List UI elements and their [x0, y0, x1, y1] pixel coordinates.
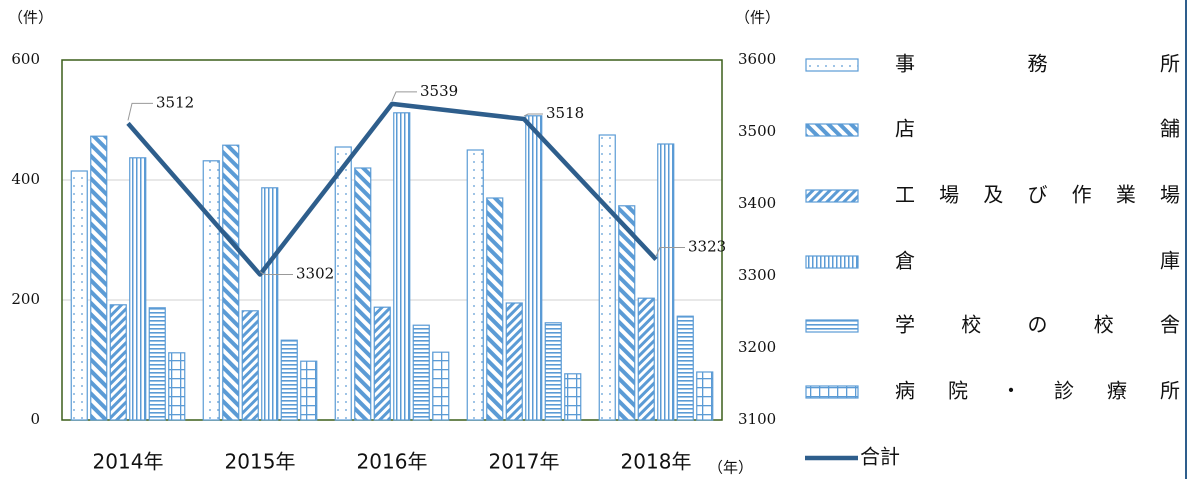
legend-label: 合計	[860, 445, 900, 469]
bar	[129, 157, 147, 421]
data-label: 3539	[420, 82, 458, 100]
bar	[412, 324, 430, 421]
x-tick-label: 2015年	[225, 450, 296, 474]
bar	[466, 149, 484, 421]
data-label: 3512	[156, 93, 194, 111]
bar	[334, 146, 352, 421]
legend-swatch	[805, 255, 859, 269]
y-axis-label: （件）	[8, 9, 53, 27]
x-tick-label: 2018年	[621, 450, 692, 474]
bar	[598, 134, 616, 421]
y2-tick-label: 3200	[738, 338, 776, 356]
y2-tick-label: 3300	[738, 266, 776, 284]
bar	[148, 307, 166, 421]
bar	[637, 297, 655, 421]
y2-tick-label: 3400	[738, 194, 776, 212]
bar	[354, 167, 372, 421]
bar	[657, 143, 675, 421]
y2-tick-label: 3100	[738, 410, 776, 428]
bar	[70, 170, 88, 421]
x-tick-label: 2017年	[489, 450, 560, 474]
legend-swatch	[805, 189, 859, 203]
bar	[202, 160, 220, 421]
bar	[222, 144, 240, 421]
legend-label: 病院・診療所	[895, 379, 1180, 403]
y-tick-label: 400	[11, 170, 40, 188]
bar	[486, 197, 504, 421]
y-tick-label: 200	[11, 290, 40, 308]
bar	[525, 115, 543, 421]
legend-label: 倉庫	[895, 249, 1180, 273]
total-line	[126, 101, 658, 277]
legend-swatch	[805, 385, 859, 399]
leader-line	[259, 271, 293, 276]
y-tick-label: 0	[30, 410, 40, 428]
legend-label: 店舗	[895, 117, 1180, 141]
bar	[300, 360, 318, 421]
x-tick-label: 2016年	[357, 450, 428, 474]
bar	[432, 351, 450, 421]
x-axis-label: （年）	[708, 459, 753, 477]
plot-frame	[61, 59, 723, 421]
data-label: 3518	[546, 104, 584, 122]
y-tick-label: 600	[11, 50, 40, 68]
x-tick-label: 2014年	[93, 450, 164, 474]
legend-swatch	[805, 123, 859, 137]
legend-label: 事務所	[895, 52, 1180, 76]
bar	[109, 304, 127, 421]
leader-line	[391, 91, 417, 102]
bar	[393, 112, 411, 421]
leader-line	[523, 113, 543, 117]
bar	[618, 205, 636, 421]
leader-line	[655, 246, 685, 257]
legend-label: 学校の校舎	[895, 313, 1180, 337]
bar	[676, 315, 694, 421]
y2-axis-label: （件）	[735, 9, 780, 27]
legend-swatch	[805, 319, 859, 333]
bar	[696, 371, 714, 421]
bar	[90, 135, 108, 421]
legend-label: 工場及び作業場	[895, 183, 1180, 207]
y2-tick-label: 3500	[738, 122, 776, 140]
bar	[241, 310, 259, 421]
bar	[564, 373, 582, 421]
leader-line	[127, 102, 153, 121]
y2-tick-label: 3600	[738, 50, 776, 68]
data-label: 3323	[688, 237, 726, 255]
legend-swatch	[805, 58, 859, 72]
bar	[261, 187, 279, 421]
bar	[505, 302, 523, 421]
bar	[373, 306, 391, 421]
data-label: 3302	[296, 265, 334, 283]
bar	[168, 352, 186, 421]
bar	[544, 322, 562, 421]
bar	[280, 339, 298, 421]
